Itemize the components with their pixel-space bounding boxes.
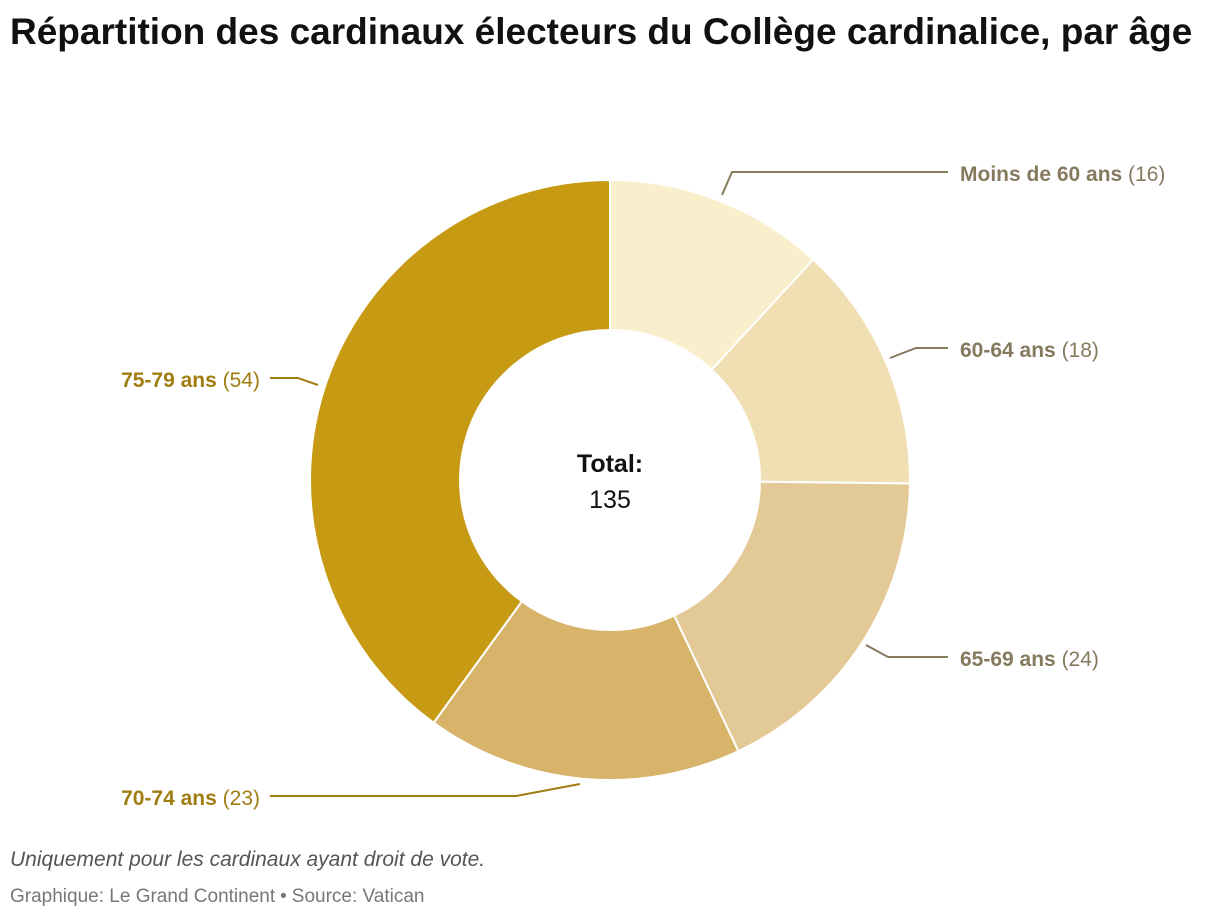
chart-title: Répartition des cardinaux électeurs du C… bbox=[10, 11, 1193, 52]
source-text: Source: Vatican bbox=[291, 886, 425, 907]
center-label: Total: bbox=[577, 450, 643, 478]
leader-line-5 bbox=[270, 377, 319, 386]
slice-value-3: (24) bbox=[1056, 648, 1099, 671]
slice-label-3: 65-69 ans (24) bbox=[960, 648, 1099, 671]
labels-group: Moins de 60 ans (16) 60-64 ans (18) 65-69 … bbox=[121, 163, 1165, 810]
slice-category-4: 70-74 ans bbox=[121, 787, 217, 810]
slice-4 bbox=[432, 599, 740, 781]
slice-label-4: 70-74 ans (23) bbox=[121, 787, 260, 810]
leader-line-2 bbox=[889, 347, 948, 359]
credit-line: Graphique: Le Grand Continent • Source: Va… bbox=[10, 886, 425, 908]
leader-line-1 bbox=[721, 171, 948, 196]
slice-value-2: (18) bbox=[1056, 339, 1099, 362]
leader-lines-group bbox=[270, 171, 948, 797]
credit-text: Graphique: Le Grand Continent bbox=[10, 886, 276, 907]
center-value: 135 bbox=[589, 486, 631, 514]
slice-category-1: Moins de 60 ans bbox=[960, 163, 1122, 186]
slice-label-2: 60-64 ans (18) bbox=[960, 339, 1099, 362]
footnote: Uniquement pour les cardinaux ayant droi… bbox=[10, 848, 486, 871]
slice-5 bbox=[309, 178, 611, 725]
credit-separator: • bbox=[280, 886, 287, 907]
slice-category-5: 75-79 ans bbox=[121, 369, 217, 392]
slice-category-2: 60-64 ans bbox=[960, 339, 1056, 362]
slice-value-4: (23) bbox=[217, 787, 260, 810]
leader-line-3 bbox=[865, 644, 948, 658]
slice-3 bbox=[672, 480, 911, 753]
slice-value-5: (54) bbox=[217, 369, 260, 392]
slice-value-1: (16) bbox=[1122, 163, 1165, 186]
leader-line-4 bbox=[270, 783, 581, 797]
slice-2 bbox=[710, 257, 911, 485]
slice-category-3: 65-69 ans bbox=[960, 648, 1056, 671]
slice-label-1: Moins de 60 ans (16) bbox=[960, 163, 1165, 186]
slice-1 bbox=[609, 178, 815, 372]
slices-group bbox=[309, 178, 911, 781]
slice-label-5: 75-79 ans (54) bbox=[121, 369, 260, 392]
